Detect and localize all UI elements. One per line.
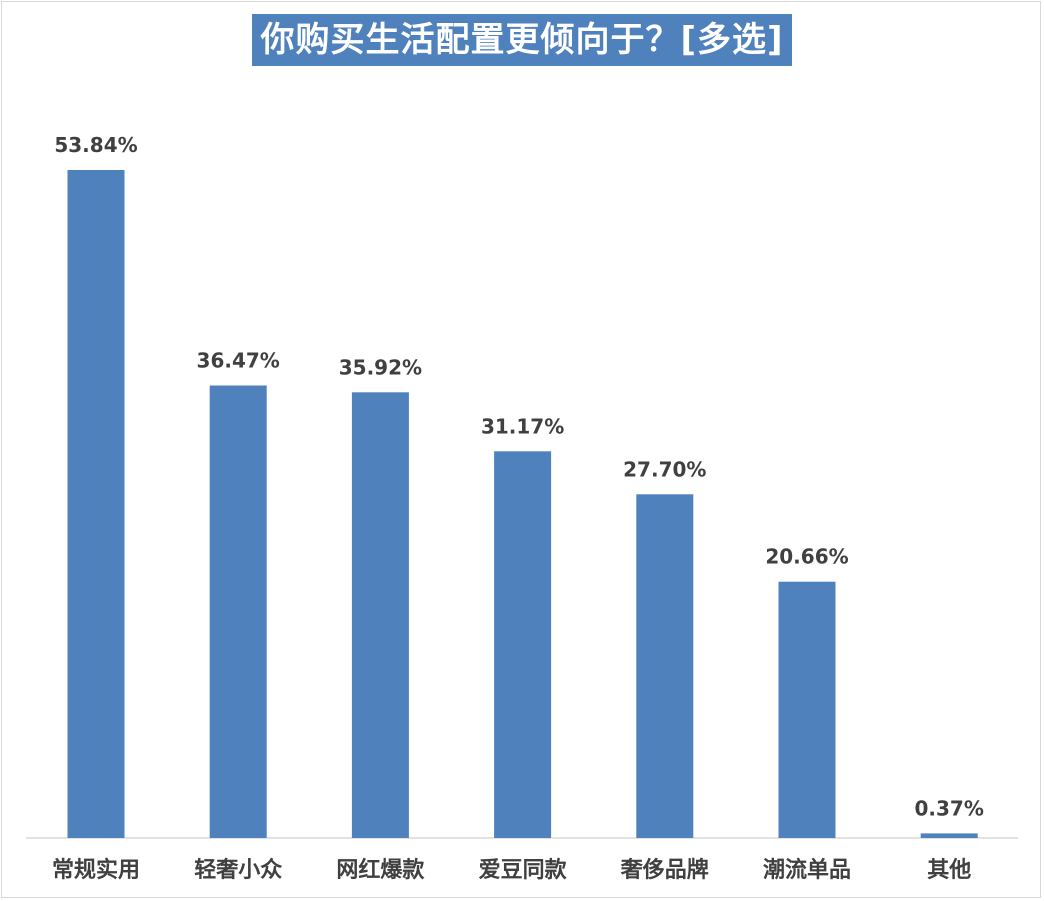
category-label-4: 爱豆同款 [479,857,568,883]
value-labels-group: 53.84% 36.47% 35.92% 31.17% 27.70% 20.66% 0.37… [54,133,984,820]
bar-4 [494,451,552,838]
bar-2 [209,385,267,838]
category-label-3: 网红爆款 [336,857,425,883]
bar-7 [920,833,978,838]
value-label-1: 53.84% [54,133,137,157]
bar-6 [778,581,836,838]
bars-group [67,170,978,838]
value-label-5: 27.70% [623,457,706,481]
value-label-4: 31.17% [481,414,564,438]
bar-1 [67,170,125,838]
value-label-7: 0.37% [915,796,984,820]
category-label-1: 常规实用 [52,857,140,883]
value-label-6: 20.66% [765,545,848,569]
category-label-2: 轻奢小众 [194,857,282,883]
title-container: 你购买生活配置更倾向于？[多选] [0,14,1044,66]
bar-5 [636,494,694,838]
category-label-7: 其他 [927,858,971,883]
category-label-5: 奢侈品牌 [620,857,709,883]
category-labels-group: 常规实用 轻奢小众 网红爆款 爱豆同款 奢侈品牌 潮流单品 其他 [52,857,971,883]
value-label-3: 35.92% [339,355,422,379]
value-label-2: 36.47% [197,349,280,373]
category-label-6: 潮流单品 [763,857,851,883]
chart-title: 你购买生活配置更倾向于？[多选] [252,14,792,66]
bar-3 [351,392,409,838]
